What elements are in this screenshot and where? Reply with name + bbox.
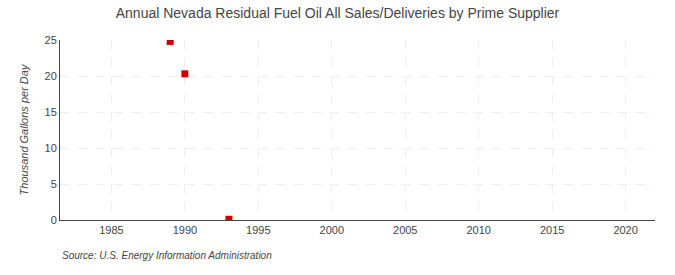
svg-text:5: 5: [51, 178, 57, 190]
svg-text:2005: 2005: [393, 224, 417, 236]
svg-text:2015: 2015: [540, 224, 564, 236]
svg-text:2000: 2000: [320, 224, 344, 236]
svg-text:0: 0: [51, 214, 57, 226]
svg-text:15: 15: [45, 106, 57, 118]
svg-text:2010: 2010: [466, 224, 490, 236]
svg-text:25: 25: [45, 34, 57, 46]
svg-text:10: 10: [45, 142, 57, 154]
svg-text:20: 20: [45, 70, 57, 82]
svg-text:Source: U.S. Energy Informatio: Source: U.S. Energy Information Administ…: [62, 250, 272, 261]
svg-text:Thousand Gallons per Day: Thousand Gallons per Day: [18, 63, 30, 195]
svg-text:1990: 1990: [173, 224, 197, 236]
svg-text:1985: 1985: [99, 224, 123, 236]
svg-text:2020: 2020: [613, 224, 637, 236]
svg-text:1995: 1995: [246, 224, 270, 236]
svg-text:Annual Nevada Residual Fuel Oi: Annual Nevada Residual Fuel Oil All Sale…: [116, 5, 560, 21]
